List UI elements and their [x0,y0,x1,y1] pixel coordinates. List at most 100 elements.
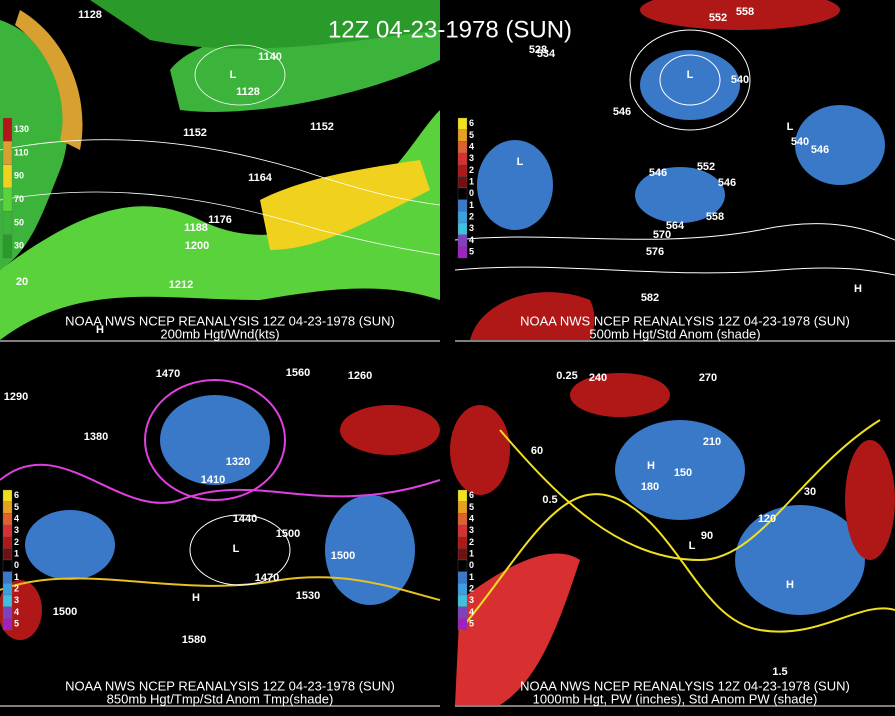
colorbar-cell [2,559,13,572]
panel-caption: 200mb Hgt/Wnd(kts) [160,326,279,341]
contour-label: H [854,283,862,295]
panel-source: NOAA NWS NCEP REANALYSIS 12Z 04-23-1978 … [520,678,850,693]
anomaly [795,105,885,185]
contour-label: 1320 [226,456,250,468]
contour-label: L [233,543,240,555]
colorbar-label: 5 [469,502,474,512]
anomaly [735,505,865,615]
colorbar-label: 2 [14,584,19,594]
contour-label: 1212 [169,279,193,291]
jet-core [260,160,430,250]
colorbar-cell [457,501,468,514]
colorbar-label: 5 [14,619,19,629]
contour-label: 240 [589,372,607,384]
colorbar-cell [457,176,468,189]
colorbar-cell [457,606,468,619]
contour-label: L [687,69,694,81]
contour-label: 270 [699,372,717,384]
contour-label: 1470 [255,572,279,584]
contour-label: 0.5 [542,494,557,506]
contour-label: 1176 [208,214,232,226]
colorbar-cell [457,536,468,549]
colorbar-label: 4 [14,514,19,524]
contour-label: 1580 [182,634,206,646]
colorbar-label: 4 [469,607,474,617]
colorbar-label: 1 [469,549,474,559]
colorbar-label: 5 [14,502,19,512]
colorbar-label: 30 [14,241,24,251]
contour [454,266,895,276]
contour-label: 1188 [184,222,208,234]
contour-label: 1128 [236,86,260,98]
contour-label: 540 [791,136,809,148]
panel-caption: 850mb Hgt/Tmp/Std Anom Tmp(shade) [107,691,334,706]
contour-label: L [689,540,696,552]
colorbar-label: 1 [469,177,474,187]
colorbar-label: 3 [469,525,474,535]
anomaly [615,420,745,520]
contour-label: 1290 [4,391,28,403]
isotherm [0,463,441,504]
contour-label: 1470 [156,368,180,380]
jet-band [0,20,68,270]
contour-label: 1560 [286,367,310,379]
colorbar-label: 5 [469,247,474,257]
contour-label: 1530 [296,590,320,602]
colorbar-label: 50 [14,217,24,227]
colorbar-label: 3 [14,595,19,605]
panel-caption: 1000mb Hgt, PW (inches), Std Anom PW (sh… [533,691,818,706]
colorbar-cell [457,117,468,130]
colorbar-cell [457,594,468,607]
contour-label: 558 [706,211,724,223]
colorbar-cell [457,583,468,596]
jet-band [0,110,440,340]
contour-label: 180 [641,481,659,493]
contour-label: 60 [531,445,543,457]
colorbar-label: 1 [469,200,474,210]
anomaly [25,510,115,580]
panel-500mb [454,0,895,340]
panel-200mb [0,0,441,340]
colorbar-label: 5 [469,130,474,140]
contour-label: 576 [646,246,664,258]
colorbar-cell [2,536,13,549]
colorbar-label: 6 [14,490,19,500]
contour-label: 1128 [78,9,102,21]
contour-label: 90 [701,530,713,542]
colorbar-label: 130 [14,124,29,134]
panel-caption: 500mb Hgt/Std Anom (shade) [589,326,760,341]
contour [629,29,751,131]
contour-label: 150 [674,467,692,479]
colorbar-cell [457,129,468,142]
colorbar-cell [457,164,468,177]
contour-label: 1260 [348,370,372,382]
contour-label: 1152 [310,121,334,133]
colorbar-cell [2,548,13,561]
pw-contour [499,419,881,562]
colorbar-label: 2 [469,537,474,547]
contour-label: 546 [718,177,736,189]
anomaly [845,440,895,560]
contour [0,139,441,206]
contour-label: 1152 [183,127,207,139]
colorbar-label: 5 [469,619,474,629]
contour-label: 528 [529,44,547,56]
colorbar-label: 6 [469,490,474,500]
colorbar-cell [457,559,468,572]
colorbar-cell [2,594,13,607]
colorbar-label: 6 [469,118,474,128]
colorbar-label: 3 [469,223,474,233]
colorbar-cell [2,489,13,502]
contour [194,44,286,106]
contour-label: 552 [697,161,715,173]
colorbar-cell [2,513,13,526]
pw-contour [459,493,895,633]
colorbar-cell [457,489,468,502]
contour-label: 0.25 [556,370,577,382]
contour-label: 1440 [233,513,257,525]
colorbar-cell [2,187,13,212]
colorbar-label: 1 [14,572,19,582]
contour [454,223,895,241]
contour-label: 1164 [248,172,273,184]
